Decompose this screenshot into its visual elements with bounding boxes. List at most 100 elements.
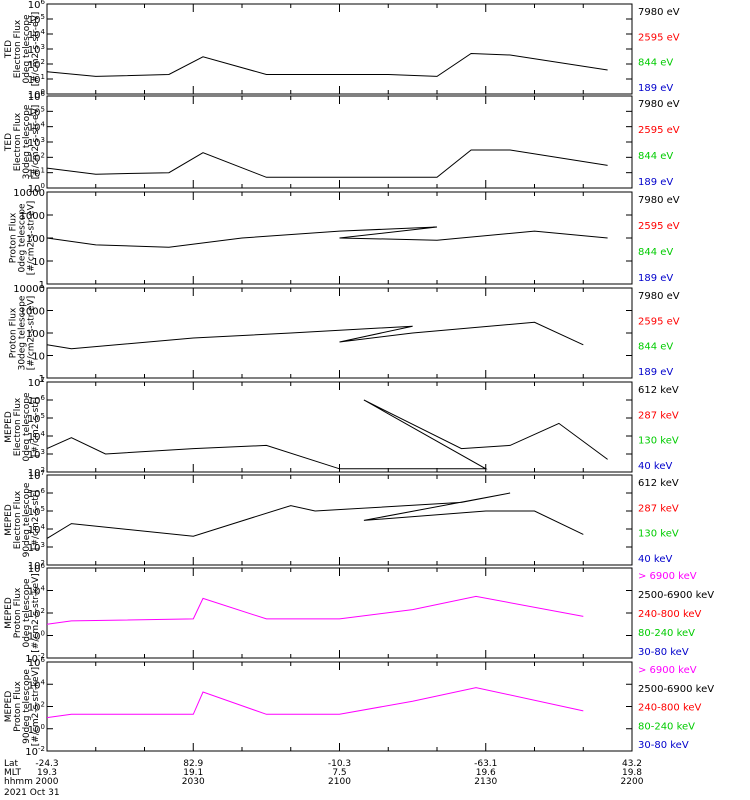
legend-entry: 30-80 keV	[638, 740, 689, 751]
x-row-value: 2100	[328, 777, 351, 787]
tick-exponent: 7	[41, 469, 45, 477]
legend-entry: 844 eV	[638, 58, 673, 69]
y-axis-label: [#/cm2-s-str-eV]	[27, 201, 37, 276]
legend-entry: 80-240 keV	[638, 628, 695, 639]
x-axis-labels: Lat -24.3 82.9 -10.3 -63.1 43.2 MLT 19.3 19.1 7.5…	[4, 759, 644, 798]
tick-exponent: 3	[41, 541, 45, 549]
legend-entry: 130 keV	[638, 436, 679, 447]
series-line	[46, 399, 608, 470]
legend-entry: 7980 eV	[638, 291, 680, 302]
tick-exponent: 7	[41, 376, 45, 384]
tick-exponent: 5	[41, 412, 45, 420]
panel-ted-proton-30deg: 1 10 100 1000 10000 Proton Flux 30deg telescop…	[9, 284, 680, 385]
tick-exponent: 1	[41, 73, 45, 81]
tick-exponent: 5	[41, 505, 45, 513]
tick-exponent: 5	[41, 105, 45, 113]
tick-exponent: 4	[41, 678, 46, 686]
y-axis-label: 0deg telescope	[22, 392, 32, 462]
y-axis-label: [#/cm2-s-str-eV]	[27, 296, 37, 371]
tick-exponent: 4	[41, 430, 46, 438]
y-tick-label: 106	[28, 0, 46, 11]
tick-exponent: 4	[41, 28, 46, 36]
legend-entry: 287 keV	[638, 503, 679, 514]
y-axis-label: 0deg telescope	[22, 578, 32, 648]
plot-frame	[46, 474, 633, 566]
y-axis-label: Proton Flux	[9, 212, 19, 263]
tick-exponent: 0	[41, 182, 45, 190]
legend-entry: 2500-6900 keV	[638, 684, 714, 695]
legend-entry: 240-800 keV	[638, 703, 702, 714]
legend-entry: 7980 eV	[638, 7, 680, 18]
legend-entry: 189 eV	[638, 367, 673, 378]
y-axis-label: MEPED	[4, 597, 14, 629]
tick-exponent: 6	[41, 487, 46, 495]
tick-exponent: 6	[41, 0, 46, 6]
x-row-value: 19.3	[37, 768, 57, 778]
legend-entry: 80-240 keV	[638, 721, 695, 732]
tick-exponent: 2	[41, 466, 45, 474]
legend-entry: > 6900 keV	[638, 571, 697, 582]
y-tick-label: 107	[28, 376, 45, 389]
legend-entry: 30-80 keV	[638, 647, 689, 658]
tick-exponent: 1	[41, 167, 45, 175]
tick-exponent: 3	[41, 136, 45, 144]
legend-entry: 189 eV	[638, 83, 673, 94]
x-row-value: 19.1	[183, 768, 203, 778]
x-row-value: -63.1	[474, 759, 497, 769]
y-axis-label: [#/cm2-s-str-keV]	[31, 667, 41, 746]
y-tick-label: 10	[32, 352, 45, 363]
y-axis-label: [#/cm2-s-str-eV]	[31, 105, 41, 180]
plot-frame	[46, 567, 633, 659]
y-axis-label: MEPED	[4, 504, 14, 536]
tick-exponent: 0	[41, 630, 45, 638]
x-row-value: 2200	[621, 777, 644, 787]
legend-entry: 240-800 keV	[638, 609, 702, 620]
y-tick-label: 10000	[13, 188, 45, 199]
tick-exponent: 6	[41, 656, 46, 664]
y-axis-label: 0deg telescope	[18, 203, 28, 273]
tick-exponent: 2	[41, 58, 45, 66]
y-axis-label: Proton Flux	[13, 681, 23, 732]
tick-exponent: 0	[41, 723, 45, 731]
y-axis-label: Proton Flux	[13, 587, 23, 638]
y-tick-label: 106	[28, 562, 46, 575]
x-row-value: 19.6	[476, 768, 496, 778]
plot-frame	[46, 3, 633, 95]
y-axis-label: Electron Flux	[13, 397, 23, 456]
y-axis-label: Electron Flux	[13, 19, 23, 78]
y-axis-label: 0deg telescope	[22, 14, 32, 84]
y-tick-label: 10	[32, 257, 45, 268]
legend-entry: 2500-6900 keV	[638, 590, 714, 601]
x-row-value: 19.8	[622, 768, 642, 778]
y-tick-label: 1	[39, 280, 45, 291]
series-line	[46, 226, 608, 248]
y-tick-label: 107	[28, 469, 45, 482]
tick-exponent: 2	[41, 559, 45, 567]
y-axis-label: MEPED	[4, 411, 14, 443]
series-line	[46, 687, 584, 719]
x-row-value: -10.3	[328, 759, 351, 769]
y-tick-label: 10000	[13, 284, 45, 295]
legend-entry: 2595 eV	[638, 125, 680, 136]
legend-entry: 189 eV	[638, 177, 673, 188]
y-tick-label: 100	[26, 234, 45, 245]
y-tick-label: 1	[39, 374, 45, 385]
x-row-value: 82.9	[183, 759, 203, 769]
series-line	[46, 595, 584, 625]
plot-frame	[46, 381, 633, 473]
y-tick-label: 1000	[20, 307, 45, 318]
legend-entry: 844 eV	[638, 151, 673, 162]
panel-ted-proton-0deg: 1 10 100 1000 10000 Proton Flux 0deg telescope…	[9, 188, 680, 291]
plot-frame	[46, 287, 633, 379]
y-axis-label: 90deg telescope	[22, 482, 32, 557]
legend-entry: 287 keV	[638, 410, 679, 421]
y-axis-label: [#/cm2-s-str-eV]	[31, 12, 41, 87]
tick-exponent: 6	[41, 90, 46, 98]
legend-entry: 612 keV	[638, 478, 679, 489]
y-axis-label: [#/cm2-s-str]	[31, 397, 41, 457]
